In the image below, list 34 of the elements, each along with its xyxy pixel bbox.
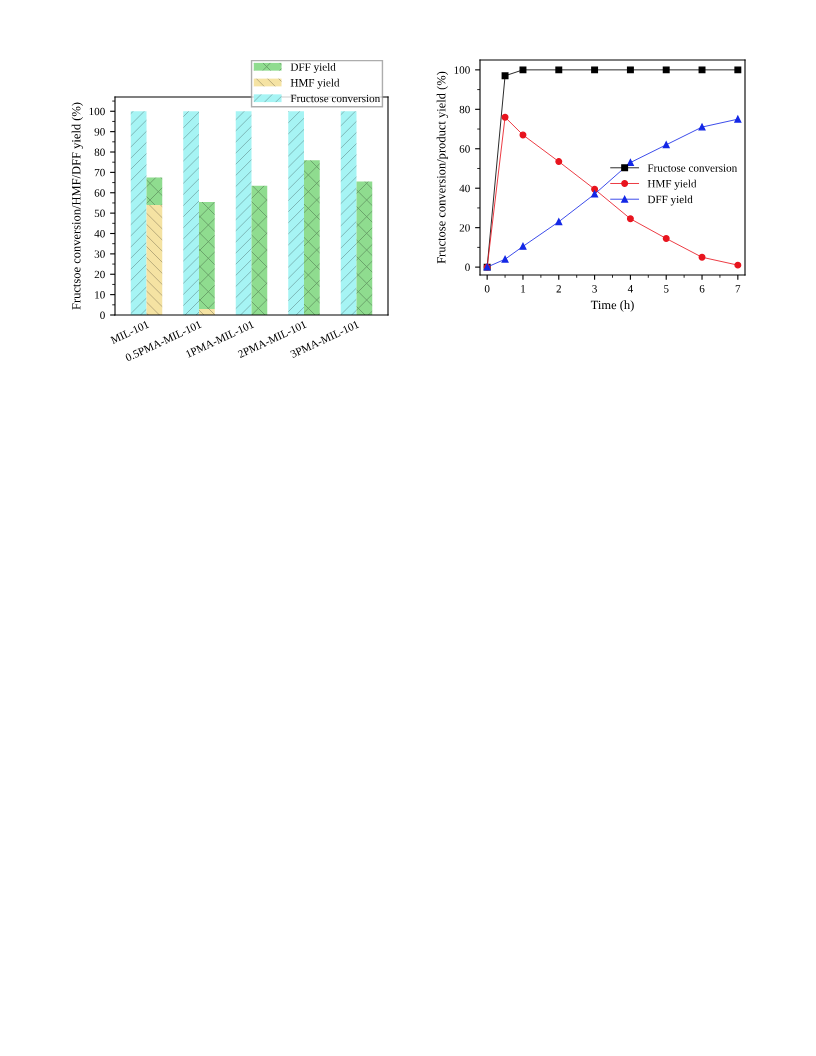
- y-tick-label: 70: [94, 168, 105, 177]
- y-tick-label: 100: [89, 107, 105, 116]
- y-tick-label: 20: [459, 224, 470, 232]
- legend-label: Fructose conversion: [647, 164, 738, 172]
- y-tick-label: 40: [459, 184, 470, 193]
- y-tick-label: 90: [94, 128, 105, 136]
- x-tick-label: 3: [592, 285, 597, 293]
- x-axis-title: Time (h): [590, 300, 634, 312]
- x-tick-label: 1: [521, 285, 526, 293]
- legend-label: HMF yield: [647, 179, 697, 190]
- y-axis-title: Fructsoe conversion/HMF/DFF yield (%): [71, 102, 84, 310]
- y-tick-label: 80: [459, 105, 470, 114]
- y-tick-label: 100: [454, 66, 470, 74]
- x-tick-label: 5: [664, 285, 669, 293]
- x-tick-label: 2: [556, 285, 561, 293]
- y-tick-label: 60: [459, 145, 470, 153]
- legend-label: Fructose conversion: [290, 94, 381, 103]
- y-tick-label: 50: [94, 209, 105, 218]
- y-tick-label: 20: [94, 270, 105, 279]
- x-tick-label: 0: [484, 285, 490, 293]
- y-tick-label: 0: [465, 263, 470, 272]
- y-axis-title: Fructose conversion/product yield (%): [436, 71, 449, 264]
- legend-label: DFF yield: [290, 62, 336, 74]
- y-tick-label: 30: [94, 250, 105, 258]
- x-tick-label: 7: [735, 285, 741, 293]
- y-tick-label: 40: [94, 229, 105, 238]
- x-tick-label: 6: [699, 285, 705, 293]
- y-tick-label: 80: [94, 148, 105, 156]
- x-tick-label: 4: [627, 285, 634, 293]
- legend-label: HMF yield: [290, 78, 340, 89]
- y-tick-label: 10: [95, 291, 105, 299]
- y-tick-label: 60: [94, 189, 105, 197]
- y-tick-label: 0: [100, 311, 105, 319]
- legend-label: DFF yield: [647, 195, 693, 206]
